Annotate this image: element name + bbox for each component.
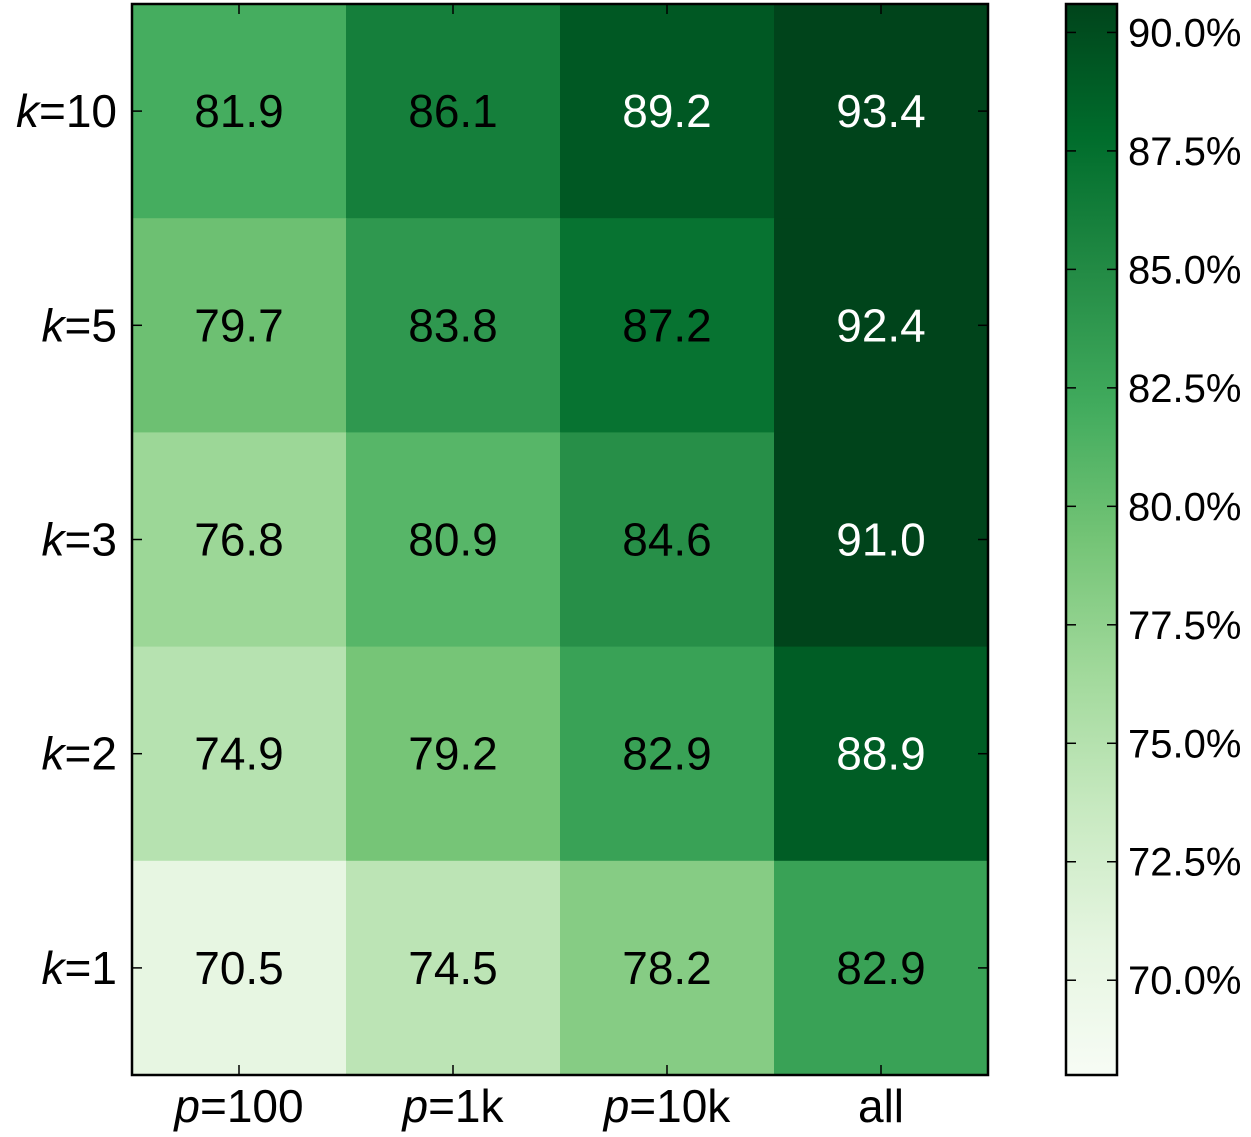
cell-value-label: 92.4 <box>836 299 926 351</box>
cell-value-label: 80.9 <box>408 514 498 566</box>
tick-label-variable: k <box>16 85 41 137</box>
heatmap-cell <box>774 218 989 433</box>
colorbar-tick-labels: 70.0% 72.5% 75.0% 77.5% 80.0% 82.5% 85.0% 87.5%… <box>1128 11 1241 1003</box>
x-tick-label: p=10k <box>602 1080 732 1132</box>
colorbar-tick-label: 80.0% <box>1128 485 1241 529</box>
cell-value-label: 70.5 <box>194 942 284 994</box>
colorbar-tick-label: 70.0% <box>1128 959 1241 1003</box>
cell-value-label: 82.9 <box>622 728 712 780</box>
y-tick-label: k=1 <box>42 942 117 994</box>
x-axis-tick-labels: p=100 p=1k p=10k all <box>172 1080 904 1132</box>
heatmap-cell <box>774 4 989 219</box>
cell-value-label: 74.9 <box>194 728 284 780</box>
heatmap-cell <box>560 4 775 219</box>
cell-value-label: 93.4 <box>836 85 926 137</box>
tick-label-variable: k <box>42 728 67 780</box>
cell-value-label: 88.9 <box>836 728 926 780</box>
tick-label-value: =3 <box>65 514 117 566</box>
heatmap-cell <box>132 860 347 1076</box>
heatmap-cell-labels: 81.9 86.1 89.2 93.4 79.7 83.8 87.2 92.4 76.8 80.9… <box>194 85 926 994</box>
x-tick-label: p=1k <box>400 1080 504 1132</box>
heatmap-cell <box>560 860 775 1076</box>
colorbar-tick-label: 90.0% <box>1128 11 1241 55</box>
colorbar-tick-label: 72.5% <box>1128 841 1241 885</box>
cell-value-label: 78.2 <box>622 942 712 994</box>
tick-label-value: =10 <box>39 85 117 137</box>
colorbar-frame <box>1064 2 1119 1077</box>
cell-value-label: 91.0 <box>836 514 926 566</box>
tick-label-variable: k <box>42 299 67 351</box>
tick-label-value: =5 <box>65 299 117 351</box>
cell-value-label: 79.2 <box>408 728 498 780</box>
cell-value-label: 82.9 <box>836 942 926 994</box>
tick-label-value: =100 <box>200 1080 304 1132</box>
heatmap-cell <box>774 860 989 1076</box>
x-tick-label: all <box>858 1080 904 1132</box>
heatmap-cell <box>132 218 347 433</box>
y-tick-label: k=10 <box>16 85 117 137</box>
heatmap-cell <box>774 432 989 648</box>
colorbar-tick-label: 85.0% <box>1128 248 1241 292</box>
heatmap-cell <box>774 646 989 862</box>
cell-value-label: 81.9 <box>194 85 284 137</box>
y-tick-label: k=5 <box>42 299 117 351</box>
cell-value-label: 74.5 <box>408 942 498 994</box>
heatmap-cell <box>346 218 561 433</box>
heatmap-cell <box>560 646 775 862</box>
tick-label-value: all <box>858 1080 904 1132</box>
cell-value-label: 89.2 <box>622 85 712 137</box>
heatmap-cell <box>560 218 775 433</box>
tick-label-variable: p <box>172 1080 200 1132</box>
colorbar: 70.0% 72.5% 75.0% 77.5% 80.0% 82.5% 85.0% 87.5%… <box>1064 2 1241 1077</box>
cell-value-label: 79.7 <box>194 299 284 351</box>
heatmap-cell <box>132 432 347 648</box>
tick-label-value: =2 <box>65 728 117 780</box>
colorbar-gradient <box>1066 4 1117 1075</box>
tick-label-variable: k <box>42 942 67 994</box>
cell-value-label: 83.8 <box>408 299 498 351</box>
colorbar-tick-label: 77.5% <box>1128 604 1241 648</box>
heatmap-cell <box>346 646 561 862</box>
y-tick-label: k=2 <box>42 728 117 780</box>
cell-value-label: 86.1 <box>408 85 498 137</box>
colorbar-tick-label: 87.5% <box>1128 130 1241 174</box>
colorbar-tick-label: 75.0% <box>1128 722 1241 766</box>
cell-value-label: 84.6 <box>622 514 712 566</box>
cell-value-label: 76.8 <box>194 514 284 566</box>
axis-ticks <box>132 4 988 1075</box>
heatmap-cells <box>132 4 989 1076</box>
heatmap-cell <box>560 432 775 648</box>
tick-label-variable: k <box>42 514 67 566</box>
heatmap-cell <box>346 860 561 1076</box>
y-tick-label: k=3 <box>42 514 117 566</box>
heatmap-cell <box>346 4 561 219</box>
x-tick-label: p=100 <box>172 1080 303 1132</box>
heatmap-cell <box>132 646 347 862</box>
tick-label-value: =10k <box>629 1080 731 1132</box>
tick-label-value: =1 <box>65 942 117 994</box>
tick-label-variable: p <box>400 1080 428 1132</box>
heatmap-cell <box>346 432 561 648</box>
tick-label-variable: p <box>602 1080 630 1132</box>
tick-label-value: =1k <box>428 1080 504 1132</box>
colorbar-ticks <box>1066 31 1117 981</box>
heatmap-cell <box>132 4 347 219</box>
colorbar-tick-label: 82.5% <box>1128 367 1241 411</box>
cell-value-label: 87.2 <box>622 299 712 351</box>
y-axis-tick-labels: k=10k=5k=3k=2k=1 <box>16 85 117 994</box>
